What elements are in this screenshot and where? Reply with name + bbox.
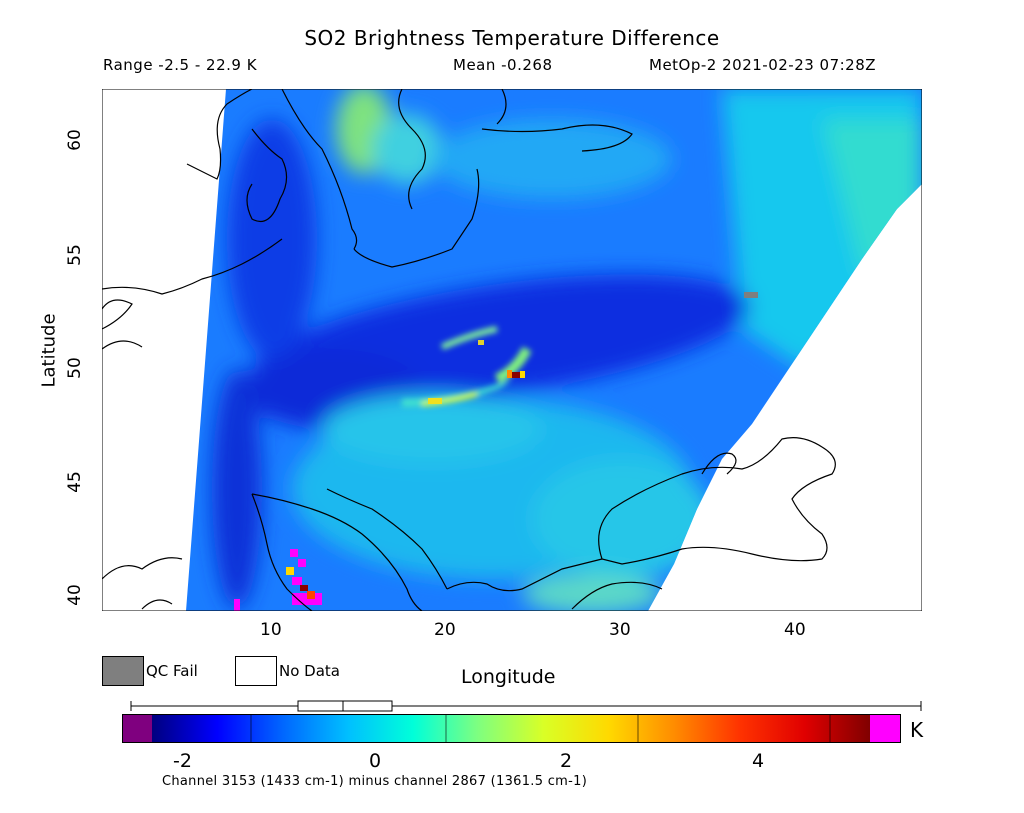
colorbar-tick-2: 2 — [560, 750, 573, 772]
distribution-boxplot — [130, 700, 922, 712]
qc-fail-pixel — [744, 292, 758, 298]
colorbar-over-range — [870, 714, 900, 743]
x-tick-40: 40 — [784, 620, 806, 640]
colorbar-tick-4: 4 — [752, 750, 765, 772]
qc-fail-label: QC Fail — [146, 662, 198, 680]
chart-title: SO2 Brightness Temperature Difference — [304, 26, 720, 50]
colorbar-gradient — [152, 714, 870, 743]
y-tick-55: 55 — [64, 244, 85, 266]
y-tick-40: 40 — [64, 584, 85, 606]
y-tick-45: 45 — [64, 471, 85, 493]
swath-data — [186, 89, 922, 611]
y-tick-60: 60 — [64, 129, 85, 151]
coastlines — [102, 89, 836, 611]
range-text: Range -2.5 - 22.9 K — [103, 56, 258, 74]
x-tick-30: 30 — [609, 620, 631, 640]
x-tick-10: 10 — [260, 620, 282, 640]
southern-hotspot — [234, 549, 322, 611]
y-tick-50: 50 — [64, 357, 85, 379]
x-tick-20: 20 — [434, 620, 456, 640]
colorbar-tick-neg2: -2 — [173, 750, 192, 772]
x-axis-label: Longitude — [461, 666, 556, 688]
qc-fail-swatch — [102, 656, 144, 686]
map-plot — [102, 89, 922, 611]
colorbar — [122, 714, 901, 743]
satellite-time: MetOp-2 2021-02-23 07:28Z — [649, 56, 877, 74]
colorbar-under-range — [122, 714, 152, 743]
mean-text: Mean -0.268 — [453, 56, 553, 74]
y-axis-label: Latitude — [38, 313, 60, 388]
so2-plume-core — [512, 372, 520, 378]
no-data-swatch — [235, 656, 277, 686]
colorbar-tick-0: 0 — [369, 750, 382, 772]
colorbar-caption: Channel 3153 (1433 cm-1) minus channel 2… — [162, 774, 588, 789]
no-data-label: No Data — [279, 662, 340, 680]
colorbar-unit: K — [910, 718, 924, 742]
